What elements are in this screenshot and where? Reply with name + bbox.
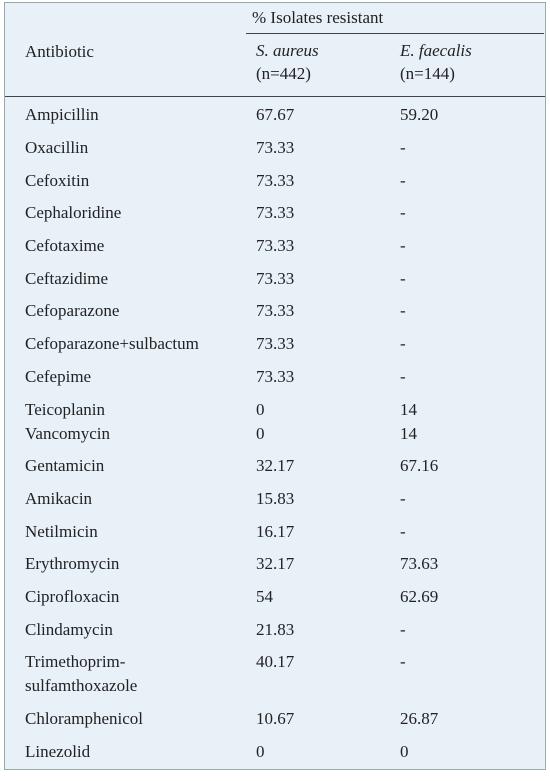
resistance-value: - bbox=[400, 334, 406, 354]
antibiotic-name: Ciprofloxacin bbox=[25, 586, 120, 606]
rule bbox=[5, 96, 545, 97]
resistance-value: 16.17 bbox=[256, 521, 295, 541]
table: % Isolates resistant Antibiotic S. aureu… bbox=[4, 2, 546, 770]
antibiotic-name: Cefoparazone bbox=[25, 301, 120, 321]
resistance-value: 14 bbox=[400, 399, 417, 419]
table-row: Ampicillin 67.67 59.20 bbox=[5, 99, 545, 132]
resistance-value: 0 bbox=[400, 741, 409, 761]
resistance-value: 62.69 bbox=[400, 586, 439, 606]
table-row: Trimethoprim- sulfamthoxazole 40.17 - bbox=[5, 646, 545, 703]
resistance-value: 67.16 bbox=[400, 456, 439, 476]
column-n: (n=442) bbox=[256, 64, 311, 83]
antibiotic-name: Erythromycin bbox=[25, 554, 120, 574]
resistance-value: 73.33 bbox=[256, 268, 295, 288]
antibiotic-name: Cefotaxime bbox=[25, 236, 105, 256]
antibiotic-name: Cefoparazone+sulbactum bbox=[25, 334, 199, 354]
table-row: Clindamycin 21.83 - bbox=[5, 613, 545, 646]
resistance-value: - bbox=[400, 268, 406, 288]
resistance-value: 26.87 bbox=[400, 709, 439, 729]
resistance-value: 0 bbox=[256, 741, 265, 761]
antibiotic-name: Ampicillin bbox=[25, 105, 99, 125]
table-row: Oxacillin 73.33 - bbox=[5, 132, 545, 165]
resistance-value: 32.17 bbox=[256, 456, 295, 476]
resistance-value: 73.33 bbox=[256, 203, 295, 223]
resistance-value: - bbox=[400, 138, 406, 158]
table-row: Cefoxitin 73.33 - bbox=[5, 164, 545, 197]
resistance-value: 21.83 bbox=[256, 619, 295, 639]
table-row: Cefoparazone+sulbactum 73.33 - bbox=[5, 328, 545, 361]
resistance-value: - bbox=[400, 488, 406, 508]
antibiotic-name: Ceftazidime bbox=[25, 268, 109, 288]
table-row: Erythromycin 32.17 73.63 bbox=[5, 548, 545, 581]
antibiotic-name: Netilmicin bbox=[25, 521, 98, 541]
antibiotic-name: Chloramphenicol bbox=[25, 709, 144, 729]
resistance-value: - bbox=[400, 366, 406, 386]
resistance-value: - bbox=[400, 652, 406, 672]
table-row: Cefoparazone 73.33 - bbox=[5, 295, 545, 328]
resistance-value: 40.17 bbox=[256, 652, 295, 672]
resistance-value: - bbox=[400, 236, 406, 256]
resistance-value: 67.67 bbox=[256, 105, 295, 125]
table-row: Netilmicin 16.17 - bbox=[5, 515, 545, 548]
table-row: Cefotaxime 73.33 - bbox=[5, 230, 545, 263]
resistance-value: - bbox=[400, 301, 406, 321]
table-row: Ciprofloxacin 54 62.69 bbox=[5, 581, 545, 614]
table-row: Cephaloridine 73.33 - bbox=[5, 197, 545, 230]
table-row: Gentamicin 32.17 67.16 bbox=[5, 450, 545, 483]
antibiotic-name: Teicoplanin bbox=[25, 399, 106, 419]
resistance-value: 73.63 bbox=[400, 554, 439, 574]
antibiotic-name: Linezolid bbox=[25, 741, 91, 761]
resistance-value: 54 bbox=[256, 586, 273, 606]
antibiotic-name: Trimethoprim- sulfamthoxazole bbox=[25, 652, 138, 696]
antibiotic-name: Cephaloridine bbox=[25, 203, 122, 223]
resistance-value: - bbox=[400, 203, 406, 223]
resistance-value: 73.33 bbox=[256, 138, 295, 158]
resistance-value: 73.33 bbox=[256, 301, 295, 321]
resistance-value: 0 bbox=[256, 399, 265, 419]
resistance-value: 14 bbox=[400, 423, 417, 443]
group-header: % Isolates resistant bbox=[252, 8, 384, 27]
antibiotic-name: Vancomycin bbox=[25, 423, 110, 443]
table-row: Amikacin 15.83 - bbox=[5, 483, 545, 516]
resistance-value: 15.83 bbox=[256, 488, 295, 508]
resistance-value: 73.33 bbox=[256, 366, 295, 386]
resistance-value: 73.33 bbox=[256, 334, 295, 354]
column-header: S. aureus bbox=[256, 41, 319, 60]
resistance-value: 73.33 bbox=[256, 236, 295, 256]
table-row: Ceftazidime 73.33 - bbox=[5, 262, 545, 295]
antibiotic-name: Cefoxitin bbox=[25, 170, 90, 190]
resistance-value: - bbox=[400, 170, 406, 190]
column-header: E. faecalis bbox=[400, 41, 472, 60]
resistance-value: 10.67 bbox=[256, 709, 295, 729]
rule bbox=[246, 33, 544, 34]
table-row: Linezolid 0 0 bbox=[5, 735, 545, 768]
antibiotic-name: Gentamicin bbox=[25, 456, 105, 476]
column-n: (n=144) bbox=[400, 64, 455, 83]
resistance-value: 59.20 bbox=[400, 105, 439, 125]
resistance-value: - bbox=[400, 521, 406, 541]
resistance-value: 73.33 bbox=[256, 170, 295, 190]
resistance-value: 0 bbox=[256, 423, 265, 443]
row-header: Antibiotic bbox=[25, 42, 94, 61]
antibiotic-name: Cefepime bbox=[25, 366, 92, 386]
antibiotic-name: Amikacin bbox=[25, 488, 93, 508]
table-row: Cefepime 73.33 - bbox=[5, 361, 545, 394]
antibiotic-name: Oxacillin bbox=[25, 138, 89, 158]
antibiotic-name: Clindamycin bbox=[25, 619, 113, 639]
table-row: Vancomycin 0 14 bbox=[5, 422, 545, 450]
resistance-value: 32.17 bbox=[256, 554, 295, 574]
table-row: Teicoplanin 0 14 bbox=[5, 393, 545, 421]
table-body: Ampicillin 67.67 59.20 Oxacillin 73.33- Cefox… bbox=[5, 99, 545, 768]
resistance-value: - bbox=[400, 619, 406, 639]
table-row: Chloramphenicol 10.67 26.87 bbox=[5, 703, 545, 736]
